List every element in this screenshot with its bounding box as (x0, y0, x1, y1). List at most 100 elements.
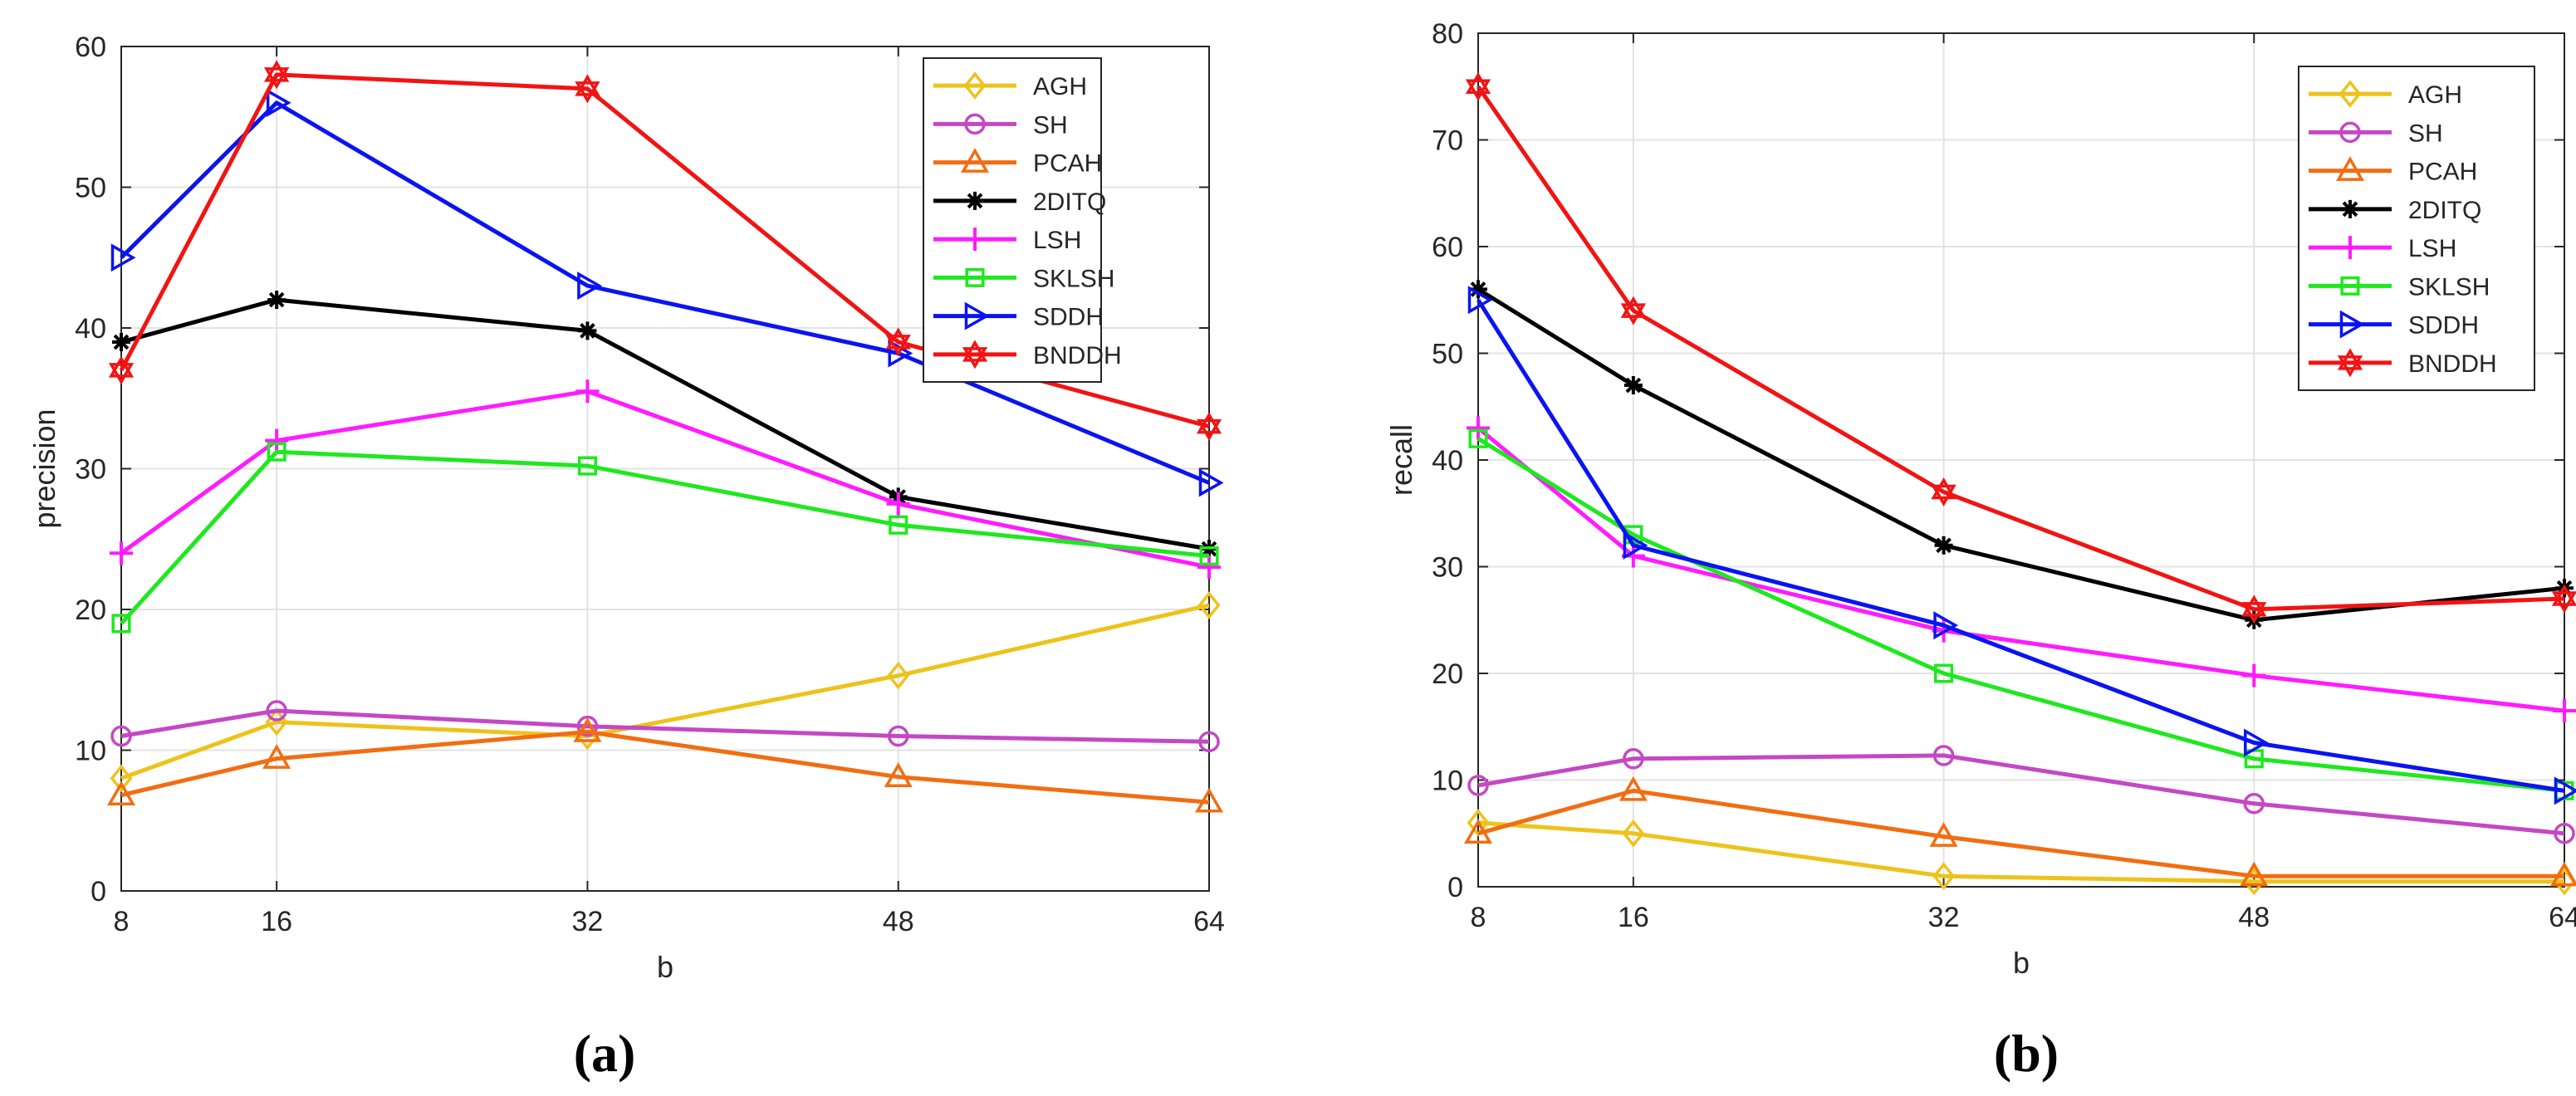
legend: AGH SH PCAH 2DITQ LSH SKLSH SDDH BNDDH (2298, 66, 2535, 391)
legend-label: LSH (2408, 235, 2456, 262)
series-bnddh (1465, 71, 2576, 624)
y-tick-label: 70 (1432, 125, 1463, 157)
legend-label: SDDH (2408, 312, 2479, 340)
legend-swatch-marker (2337, 348, 2363, 378)
legend-entry: BNDDH (2309, 348, 2497, 378)
chart-panel-a: 8 16 32 48 64 0 10 20 30 40 50 60 b precision AGH SH PCA… (27, 32, 1225, 1083)
legend-frame (2298, 66, 2535, 391)
series-lsh (110, 379, 1221, 580)
series-line (1476, 298, 2565, 793)
data-point (1198, 731, 1220, 753)
legend-swatch-marker (2339, 121, 2361, 144)
legend: AGH SH PCAH 2DITQ LSH SKLSH SDDH BNDDH (923, 57, 1122, 383)
legend-label: AGH (1033, 73, 1087, 100)
data-point (885, 327, 911, 357)
y-tick-label: 50 (75, 173, 106, 204)
legend-label: SH (2408, 120, 2443, 147)
data-point (2240, 861, 2269, 887)
data-point (2243, 793, 2265, 815)
data-point (1619, 776, 1648, 801)
legend-swatch-marker (2339, 310, 2365, 339)
data-point (267, 442, 286, 462)
data-point (1463, 819, 1493, 844)
legend-label: AGH (2408, 81, 2462, 109)
data-point (573, 717, 602, 742)
data-point (1194, 787, 1224, 813)
y-tick-label: 10 (1432, 766, 1463, 797)
y-tick-label: 0 (91, 876, 106, 908)
data-point (1931, 477, 1956, 506)
data-point (2244, 728, 2269, 757)
x-axis-label: b (657, 950, 673, 984)
legend-label: BNDDH (1033, 342, 1122, 369)
series-line (1477, 788, 2564, 878)
data-point (1623, 748, 1644, 770)
legend-swatch-marker (963, 228, 987, 252)
data-point (1620, 296, 1647, 325)
x-tick-label: 48 (883, 906, 914, 937)
data-point (1932, 862, 1956, 890)
data-point (1197, 591, 1221, 619)
data-point (266, 88, 291, 117)
x-tick-label: 64 (2549, 902, 2576, 933)
y-tick-label: 60 (1432, 232, 1463, 263)
data-point (577, 272, 602, 301)
legend-swatch-marker (962, 340, 988, 369)
data-point (2554, 776, 2576, 805)
data-point (1467, 416, 1490, 440)
legend-label: 2DITQ (2408, 197, 2481, 224)
legend-entry: SH (2309, 120, 2443, 147)
legend-entry: SH (933, 111, 1068, 139)
panel-label: (a) (574, 1024, 636, 1083)
series-line (1477, 426, 2565, 713)
data-point (887, 725, 909, 747)
series-sddh (110, 88, 1224, 497)
legend-label: SH (1033, 111, 1068, 139)
series-agh (1467, 809, 2576, 896)
data-point (110, 764, 133, 793)
data-point (2551, 584, 2576, 614)
series-2ditq (1469, 280, 2574, 629)
data-point (263, 60, 290, 90)
data-point (1469, 280, 1487, 299)
data-point (265, 428, 289, 453)
data-point (1934, 536, 1953, 555)
x-tick-label: 64 (1193, 906, 1225, 937)
data-point (1467, 809, 1490, 837)
series-line (1476, 85, 2565, 612)
series-line (1477, 820, 2564, 884)
data-point (1197, 555, 1221, 580)
legend-label: PCAH (2408, 159, 2477, 186)
data-point (1623, 531, 1648, 560)
y-tick-label: 50 (1432, 339, 1463, 370)
data-point (2244, 749, 2264, 769)
legend-frame (923, 57, 1102, 383)
series-pcah (106, 717, 1224, 813)
series-line (120, 449, 1210, 625)
data-point (1933, 611, 1959, 640)
legend-entry: LSH (933, 227, 1081, 254)
legend-entry: PCAH (2309, 156, 2477, 186)
y-tick-label: 40 (1432, 445, 1463, 477)
legend-entry: SDDH (933, 301, 1104, 331)
legend-label: PCAH (1033, 150, 1102, 178)
x-tick-label: 16 (261, 906, 292, 937)
data-point (886, 492, 910, 516)
y-tick-label: 30 (75, 454, 106, 486)
legend-entry: SDDH (2309, 310, 2479, 340)
legend-swatch-marker (963, 71, 987, 100)
series-sklsh (111, 442, 1219, 634)
y-tick-label: 20 (75, 594, 106, 626)
data-point (112, 332, 130, 351)
y-tick-label: 10 (75, 736, 106, 767)
data-point (1929, 822, 1958, 847)
data-point (267, 291, 286, 310)
data-point (266, 700, 287, 722)
legend-entry: LSH (2309, 235, 2456, 262)
y-axis-label: precision (27, 409, 61, 528)
data-point (106, 780, 136, 805)
data-point (2241, 594, 2267, 624)
data-point (110, 541, 133, 565)
legend-swatch-marker (2338, 80, 2362, 108)
